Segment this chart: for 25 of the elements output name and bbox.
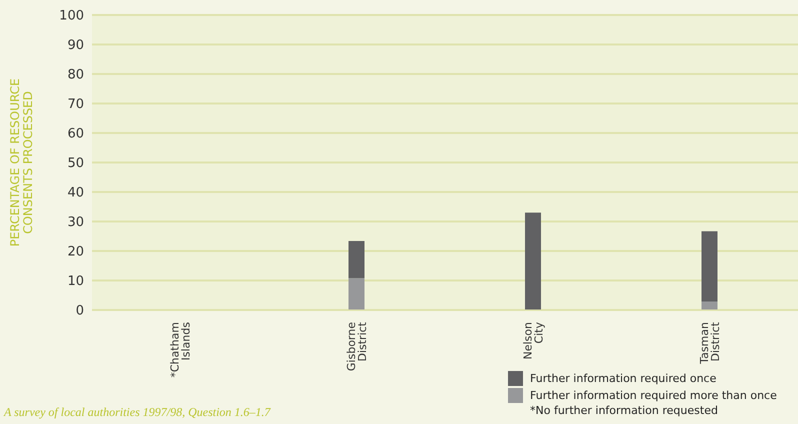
bar: [348, 278, 364, 310]
y-tick-label: 0: [76, 304, 84, 319]
x-tick-label: *Chatham Islands: [168, 322, 192, 378]
y-tick-label: 70: [67, 97, 84, 112]
y-tick-label: 80: [67, 68, 84, 83]
legend-label: Further information required more than once: [530, 389, 777, 402]
y-tick-label: 30: [67, 215, 84, 230]
bar: [348, 240, 364, 278]
y-axis-title: PERCENTAGE OF RESOURCE CONSENTS PROCESSED: [8, 78, 35, 247]
y-tick-label: 10: [67, 274, 84, 290]
x-tick-label: Gisborne District: [344, 321, 369, 372]
y-tick-label: 60: [67, 126, 84, 142]
text: A survey of local authorities 1997/98, Question 1.6–1.7: [4, 405, 270, 420]
y-tick-label: 40: [67, 186, 84, 201]
legend-label: Further information required once: [530, 372, 716, 385]
y-tick-label: 50: [67, 156, 84, 172]
y-tick-label: 20: [67, 244, 84, 260]
text: *No further information requested: [530, 404, 719, 419]
bar: [525, 212, 541, 310]
y-tick-label: 100: [59, 8, 84, 24]
bar: [702, 301, 718, 310]
x-tick-label: Tasman District: [698, 321, 722, 365]
y-tick-label: 90: [67, 38, 84, 54]
x-tick-label: Nelson City: [521, 322, 546, 360]
bar: [702, 231, 718, 302]
